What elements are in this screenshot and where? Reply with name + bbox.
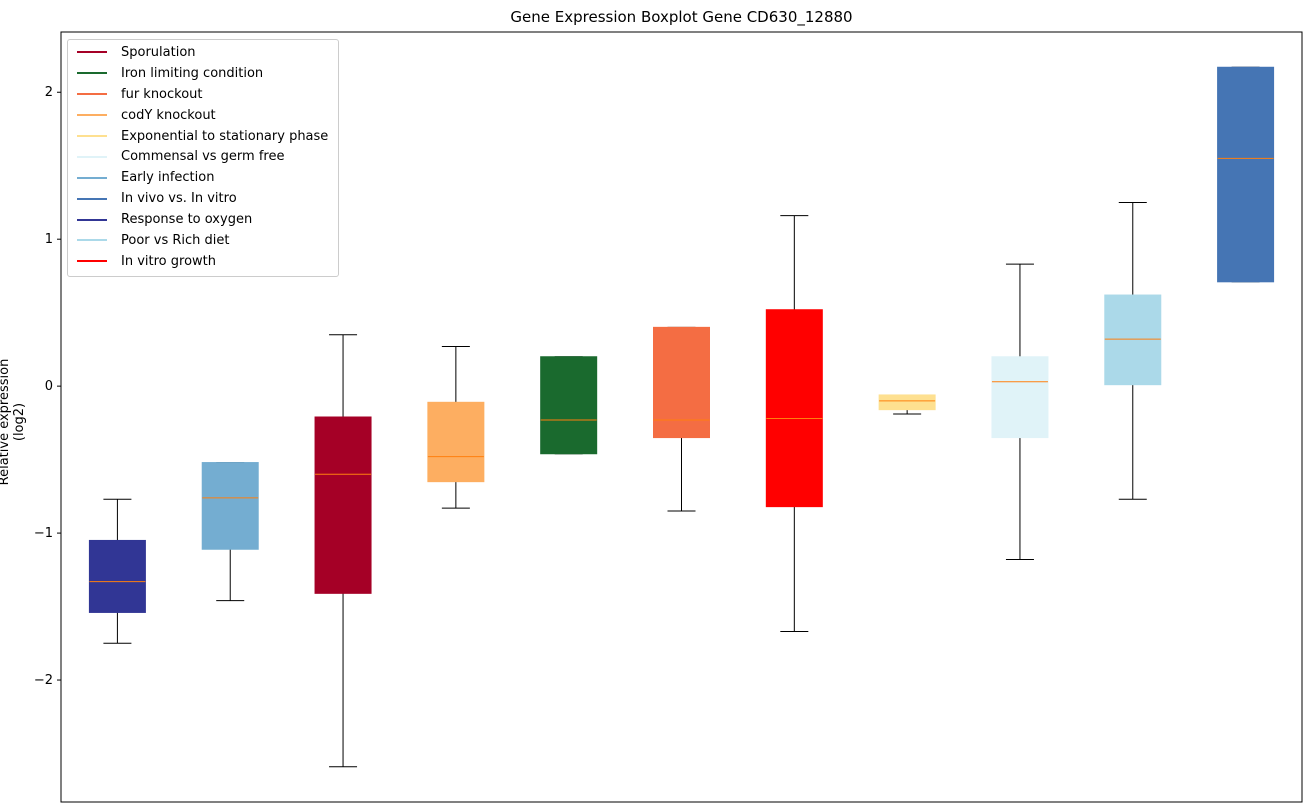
box-group — [314, 334, 372, 768]
box-group — [427, 345, 485, 509]
legend-label: Commensal vs germ free — [121, 149, 285, 165]
y-axis-label: Relative expression (log2) — [0, 358, 27, 486]
box-group — [1217, 66, 1275, 283]
legend-swatch — [77, 176, 107, 179]
box — [991, 356, 1049, 439]
box-group — [991, 263, 1049, 561]
legend-label: codY knockout — [121, 107, 216, 123]
legend-item: In vivo vs. In vitro — [68, 188, 338, 209]
legend-item: Response to oxygen — [68, 209, 338, 230]
box — [314, 416, 372, 594]
box — [653, 326, 710, 439]
box-group — [540, 356, 598, 455]
legend-swatch — [77, 114, 107, 117]
legend-item: Iron limiting condition — [68, 63, 338, 84]
y-tick-label: 1 — [45, 232, 53, 247]
box-group — [88, 498, 146, 644]
plot-frame — [60, 31, 1303, 803]
box — [88, 539, 146, 613]
box-group — [653, 326, 710, 512]
legend-item: Exponential to stationary phase — [68, 126, 338, 147]
box — [765, 309, 823, 508]
legend-label: In vivo vs. In vitro — [121, 191, 237, 207]
box-group — [765, 215, 823, 633]
legend-swatch — [77, 93, 107, 96]
box — [1104, 294, 1162, 386]
legend-item: Commensal vs germ free — [68, 146, 338, 167]
box-group — [878, 394, 936, 415]
legend-swatch — [77, 72, 107, 75]
chart-title: Gene Expression Boxplot Gene CD630_12880 — [510, 8, 853, 26]
y-tick-label: −1 — [34, 526, 53, 541]
legend-label: Sporulation — [121, 44, 196, 60]
y-tick-label: −2 — [34, 673, 53, 688]
legend-label: In vitro growth — [121, 253, 216, 269]
legend-item: In vitro growth — [68, 251, 338, 272]
box — [1217, 66, 1275, 283]
legend-swatch — [77, 197, 107, 200]
legend-label: Early infection — [121, 170, 215, 186]
legend-swatch — [77, 260, 107, 263]
legend-swatch — [77, 51, 107, 54]
legend-label: Iron limiting condition — [121, 65, 264, 81]
legend-swatch — [77, 135, 107, 137]
legend: Sporulation Iron limiting condition fur kn… — [67, 39, 339, 277]
box — [540, 356, 598, 455]
legend-swatch — [77, 239, 107, 242]
legend-item: Sporulation — [68, 42, 338, 63]
legend-label: fur knockout — [121, 86, 203, 102]
legend-item: Early infection — [68, 167, 338, 188]
legend-item: Poor vs Rich diet — [68, 230, 338, 251]
legend-label: Exponential to stationary phase — [121, 128, 329, 144]
box-group — [1104, 201, 1162, 500]
y-tick-label: 2 — [45, 85, 53, 100]
legend-label: Poor vs Rich diet — [121, 232, 230, 248]
box — [201, 462, 259, 550]
box — [427, 401, 485, 483]
y-tick-label: 0 — [45, 379, 53, 394]
legend-item: fur knockout — [68, 84, 338, 105]
legend-swatch — [77, 218, 107, 221]
legend-label: Response to oxygen — [121, 212, 253, 228]
box — [878, 394, 936, 411]
legend-item: codY knockout — [68, 105, 338, 126]
box-group — [201, 462, 259, 602]
legend-swatch — [77, 155, 107, 158]
